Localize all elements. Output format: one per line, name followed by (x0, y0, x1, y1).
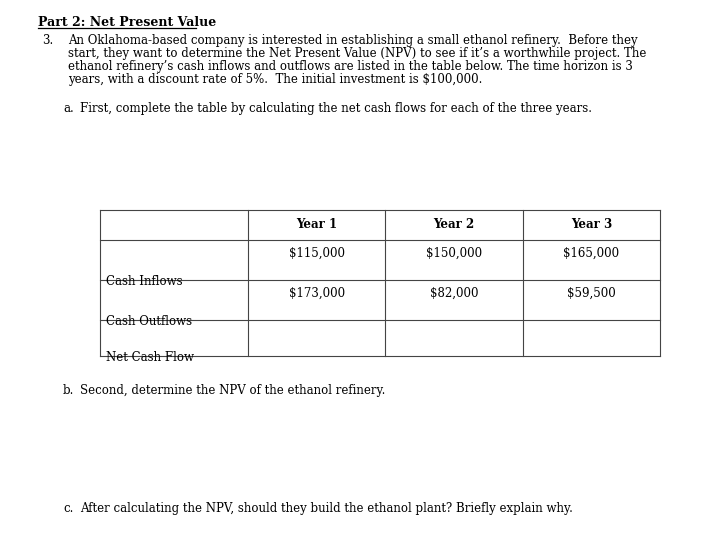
Text: An Oklahoma-based company is interested in establishing a small ethanol refinery: An Oklahoma-based company is interested … (68, 34, 638, 47)
Text: years, with a discount rate of 5%.  The initial investment is $100,000.: years, with a discount rate of 5%. The i… (68, 73, 483, 86)
Text: $115,000: $115,000 (289, 247, 344, 260)
Text: Net Cash Flow: Net Cash Flow (106, 351, 194, 364)
Text: Year 3: Year 3 (571, 219, 612, 231)
Text: 3.: 3. (42, 34, 53, 47)
Text: start, they want to determine the Net Present Value (NPV) to see if it’s a worth: start, they want to determine the Net Pr… (68, 47, 647, 60)
Text: b.: b. (63, 384, 74, 397)
Text: ethanol refinery’s cash inflows and outflows are listed in the table below. The : ethanol refinery’s cash inflows and outf… (68, 60, 633, 73)
Text: $150,000: $150,000 (426, 247, 482, 260)
Text: Year 1: Year 1 (296, 219, 337, 231)
Text: First, complete the table by calculating the net cash flows for each of the thre: First, complete the table by calculating… (80, 102, 592, 115)
Text: c.: c. (63, 502, 73, 515)
Text: Cash Outflows: Cash Outflows (106, 315, 192, 328)
Text: Part 2: Net Present Value: Part 2: Net Present Value (38, 16, 216, 29)
Text: $82,000: $82,000 (430, 287, 478, 300)
Text: Cash Inflows: Cash Inflows (106, 275, 183, 288)
Text: a.: a. (63, 102, 74, 115)
Text: $165,000: $165,000 (563, 247, 619, 260)
Text: $173,000: $173,000 (289, 287, 344, 300)
Text: Year 2: Year 2 (433, 219, 475, 231)
Text: Second, determine the NPV of the ethanol refinery.: Second, determine the NPV of the ethanol… (80, 384, 385, 397)
Text: After calculating the NPV, should they build the ethanol plant? Briefly explain : After calculating the NPV, should they b… (80, 502, 573, 515)
Text: $59,500: $59,500 (567, 287, 616, 300)
